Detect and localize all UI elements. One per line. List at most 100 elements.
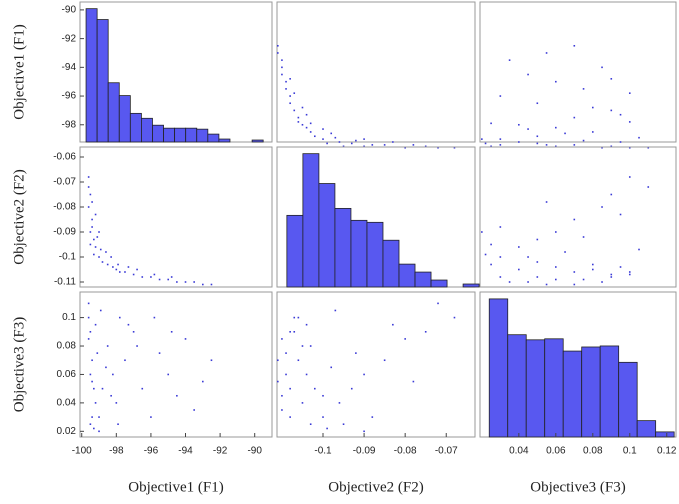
scatter-point [136, 345, 138, 347]
scatter-point [89, 423, 92, 426]
scatter-point [93, 238, 95, 241]
histogram-bar [141, 117, 153, 143]
scatter-point [582, 139, 585, 142]
scatter-point [591, 131, 594, 133]
histogram-bar [196, 128, 209, 143]
scatter-point [545, 52, 548, 54]
scatter-point [124, 271, 126, 273]
histogram-bar [525, 339, 546, 438]
scatter-point [289, 416, 291, 418]
scatter-point [305, 113, 308, 116]
scatter-point [490, 243, 492, 246]
scatter-point [638, 136, 640, 139]
scatter-point [89, 243, 92, 246]
scatter-point [628, 273, 631, 276]
histogram-bar [544, 338, 564, 438]
panel [276, 291, 476, 438]
scatter-point [536, 142, 539, 145]
scatter-point [484, 142, 487, 145]
scatter-point [363, 145, 365, 148]
scatter-point [309, 423, 312, 426]
scatter-point [91, 416, 93, 418]
scatter-point [124, 359, 126, 362]
scatter-point [350, 142, 353, 145]
panel [79, 291, 273, 438]
scatter-point [412, 144, 415, 146]
scatter-point [499, 138, 502, 140]
scatter-point [573, 44, 576, 47]
scatter-point [499, 144, 502, 146]
scatter-point [371, 144, 374, 146]
scatter-point [490, 122, 492, 125]
scatter-point [297, 121, 300, 123]
scatter-point [117, 423, 119, 426]
scatter-point [527, 128, 529, 130]
scatter-point [89, 231, 92, 233]
scatter-point [628, 121, 631, 123]
scatter-point [499, 276, 502, 278]
histogram-bar [286, 214, 304, 288]
scatter-point [601, 146, 603, 149]
scatter-point [93, 253, 95, 256]
scatter-point [555, 266, 557, 268]
scatter-point [91, 359, 93, 362]
scatter-point [301, 106, 304, 109]
scatter-point [281, 66, 283, 69]
scatter-point [326, 142, 328, 145]
scatter-point [115, 268, 118, 271]
scatter-point [285, 80, 287, 83]
x-axis-title: Objective2 (F2) [328, 479, 423, 495]
scatter-point [153, 273, 156, 276]
scatter-point [322, 138, 324, 140]
scatter-point [297, 316, 300, 319]
scatter-point [96, 352, 99, 354]
scatter-point [289, 95, 291, 97]
y-axis-title: Objective1 (F1) [11, 24, 27, 119]
scatter-point [508, 59, 511, 61]
scatter-point [89, 331, 92, 333]
scatter-point [277, 380, 279, 383]
x-tick-label: 0.04 [509, 446, 529, 457]
scatter-point [285, 352, 287, 354]
scatter-point [193, 409, 195, 411]
scatter-point [277, 359, 279, 362]
histogram-bar [129, 112, 142, 143]
y-tick-label: 0.06 [57, 369, 77, 380]
scatter-point [610, 78, 613, 80]
scatter-point [545, 283, 548, 286]
x-axis-title: Objective3 (F3) [530, 479, 625, 495]
scatter-point [293, 92, 296, 94]
scatter-point [383, 144, 386, 146]
scatter-point [573, 116, 576, 119]
scatter-point [184, 338, 187, 340]
scatter-point [141, 387, 144, 390]
scatter-point [573, 144, 576, 146]
scatter-point [582, 88, 585, 90]
x-tick-label: -0.07 [435, 446, 458, 457]
scatter-point [499, 256, 502, 258]
scatter-point [94, 323, 97, 326]
histogram-bar [430, 279, 448, 288]
histogram-bar [174, 127, 187, 143]
scatter-point [170, 276, 173, 278]
scatter-point [404, 146, 406, 149]
scatter-point [297, 359, 300, 362]
scatter-point [98, 231, 100, 233]
scatter-point [610, 193, 613, 196]
histogram-bar [382, 239, 400, 288]
x-tick-label: 0.1 [623, 446, 637, 457]
scatter-point [281, 73, 283, 76]
scatter-point [110, 256, 112, 258]
scatter-point [647, 146, 650, 149]
scatter-point [93, 427, 95, 430]
scatter-point [285, 373, 287, 376]
scatter-point [322, 128, 324, 130]
histogram-bar [350, 219, 368, 288]
y-tick-label: -0.08 [53, 202, 76, 213]
scatter-point [105, 366, 107, 369]
scatter-point [153, 316, 156, 319]
scatter-point [338, 141, 341, 143]
scatter-point [101, 261, 104, 263]
scatter-point [555, 231, 557, 233]
